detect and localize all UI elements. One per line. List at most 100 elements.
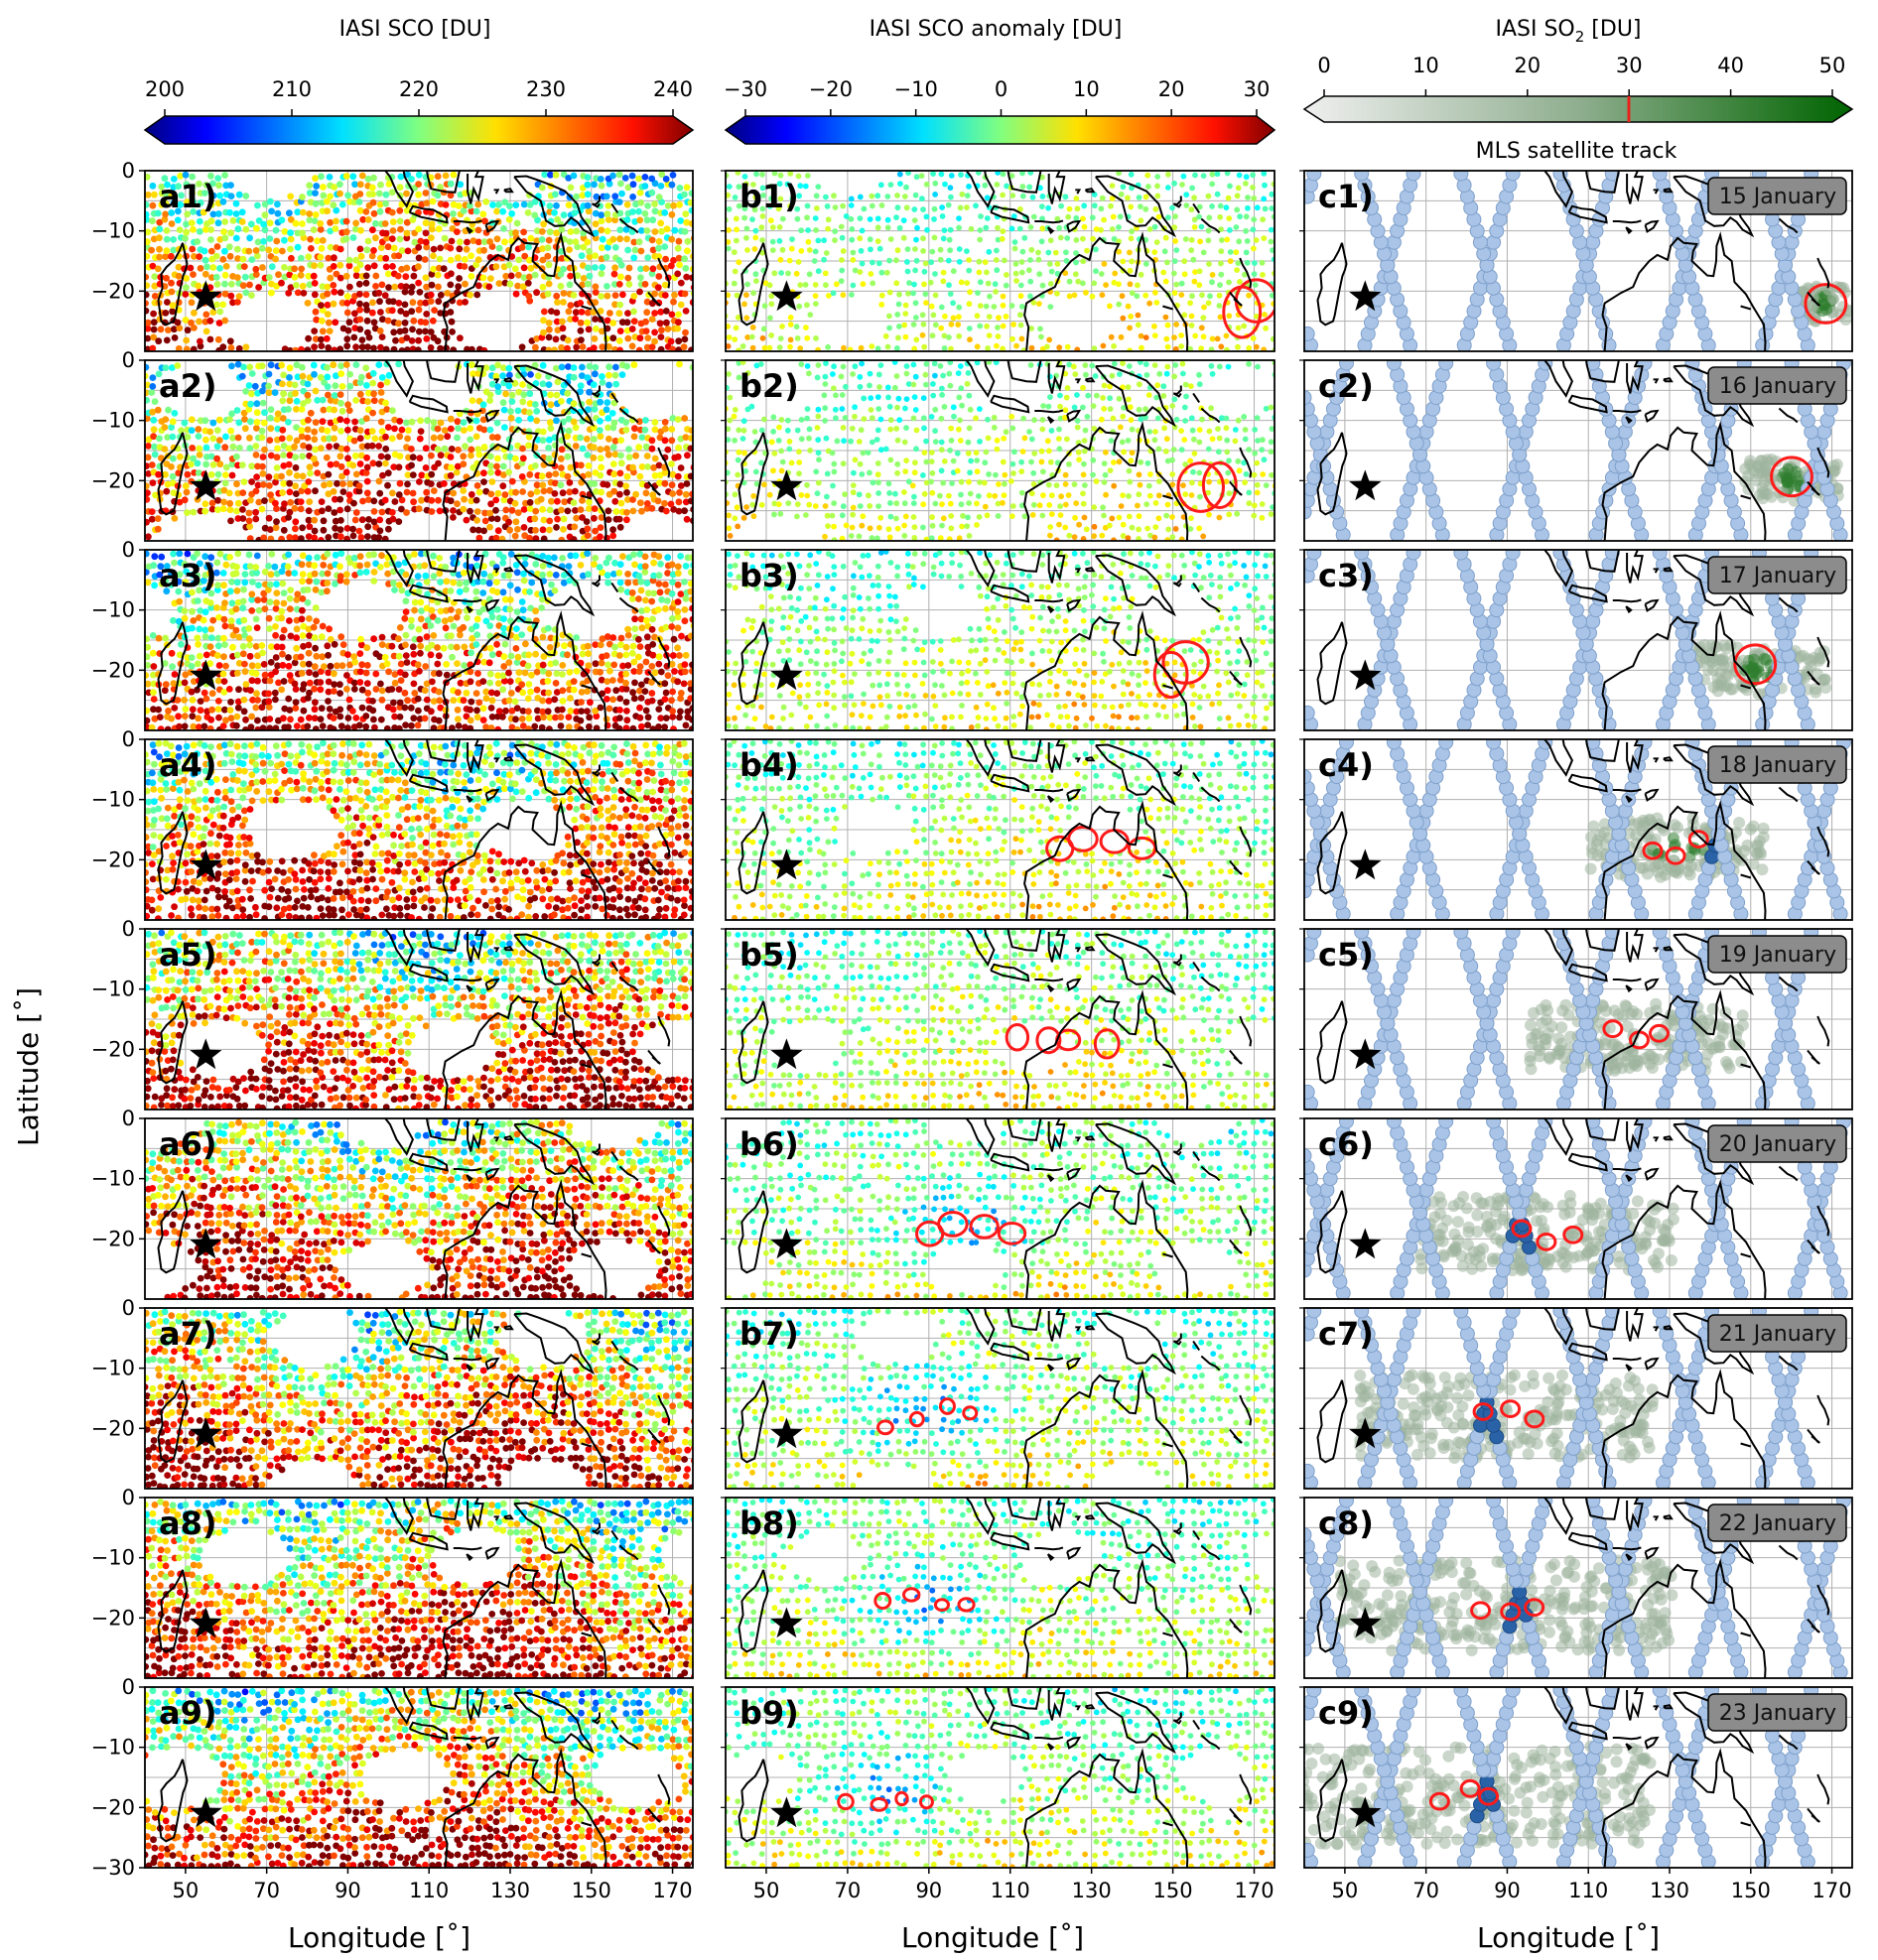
data-point — [480, 444, 488, 451]
data-point — [798, 227, 804, 234]
data-point — [188, 460, 195, 468]
data-point — [798, 248, 805, 254]
data-point — [857, 503, 864, 509]
data-point — [1237, 213, 1243, 220]
data-point — [472, 207, 480, 215]
data-point — [813, 468, 820, 475]
data-point — [661, 437, 669, 445]
data-point — [1109, 515, 1116, 522]
data-point — [372, 219, 379, 227]
data-point — [292, 219, 300, 227]
data-point — [806, 247, 813, 253]
data-point — [565, 415, 573, 423]
data-point — [922, 371, 929, 378]
data-point — [196, 318, 202, 326]
data-point — [239, 282, 247, 290]
data-point — [241, 416, 248, 423]
data-point — [362, 302, 370, 309]
data-point — [1082, 362, 1089, 368]
data-point — [382, 199, 389, 207]
data-point — [829, 512, 836, 519]
data-point — [1189, 479, 1195, 486]
data-point — [281, 500, 288, 508]
data-point — [656, 434, 664, 442]
data-point — [1196, 525, 1203, 532]
data-point — [690, 284, 693, 291]
data-point — [857, 269, 864, 275]
data-point — [736, 374, 742, 381]
data-point — [169, 308, 177, 316]
data-point — [804, 406, 811, 412]
data-point — [178, 192, 186, 199]
data-point — [642, 417, 649, 424]
data-point — [320, 406, 328, 414]
data-point — [946, 492, 952, 499]
data-point — [1080, 280, 1086, 287]
data-point — [1011, 239, 1018, 245]
data-point — [999, 235, 1006, 242]
data-point — [1021, 234, 1028, 241]
data-point — [1091, 504, 1098, 510]
data-point — [351, 516, 359, 524]
data-point — [770, 414, 777, 421]
data-point — [616, 523, 624, 531]
data-point — [684, 237, 692, 245]
data-point — [480, 478, 487, 485]
data-point — [169, 364, 176, 371]
data-point — [1242, 271, 1248, 278]
data-point — [526, 201, 534, 208]
data-point — [1127, 478, 1134, 485]
data-point — [867, 216, 873, 222]
data-point — [333, 460, 340, 467]
data-point — [345, 262, 353, 270]
data-point — [941, 227, 948, 234]
coastline — [1066, 219, 1082, 233]
data-point — [404, 346, 411, 351]
coastline — [513, 364, 596, 428]
data-point — [806, 426, 813, 433]
data-point — [145, 307, 150, 315]
data-point — [840, 425, 847, 431]
data-point — [1002, 471, 1008, 478]
data-point — [544, 290, 552, 298]
data-point — [769, 238, 776, 245]
data-point — [1181, 271, 1188, 278]
panel-label: b1) — [739, 178, 799, 215]
data-point — [621, 175, 629, 182]
data-point — [163, 274, 171, 282]
data-point — [605, 180, 613, 188]
data-point — [1251, 502, 1258, 509]
data-point — [258, 434, 266, 442]
data-point — [330, 300, 337, 308]
data-point — [1165, 526, 1172, 533]
data-point — [874, 535, 880, 541]
data-point — [287, 235, 295, 243]
colorbar-tick-label: 10 — [1073, 77, 1100, 101]
data-point — [1196, 469, 1203, 476]
data-point — [384, 469, 392, 477]
data-point — [995, 500, 1002, 507]
data-point — [219, 301, 227, 309]
data-point — [355, 527, 363, 535]
data-point — [681, 415, 689, 422]
data-point — [414, 346, 422, 351]
data-point — [732, 407, 738, 413]
data-point — [168, 220, 176, 227]
data-point — [681, 228, 689, 235]
data-point — [526, 400, 534, 407]
data-point — [287, 229, 294, 237]
data-point — [868, 246, 873, 253]
data-point — [145, 381, 151, 389]
data-point — [986, 248, 993, 255]
data-point — [330, 488, 337, 495]
data-point — [305, 253, 313, 261]
data-point — [565, 175, 573, 182]
data-point — [1225, 195, 1232, 201]
data-point — [362, 279, 370, 287]
coastline — [990, 394, 1030, 414]
data-point — [1261, 235, 1268, 242]
data-point — [482, 198, 490, 205]
data-point — [163, 336, 171, 344]
data-point — [630, 318, 638, 326]
data-point — [540, 328, 547, 336]
